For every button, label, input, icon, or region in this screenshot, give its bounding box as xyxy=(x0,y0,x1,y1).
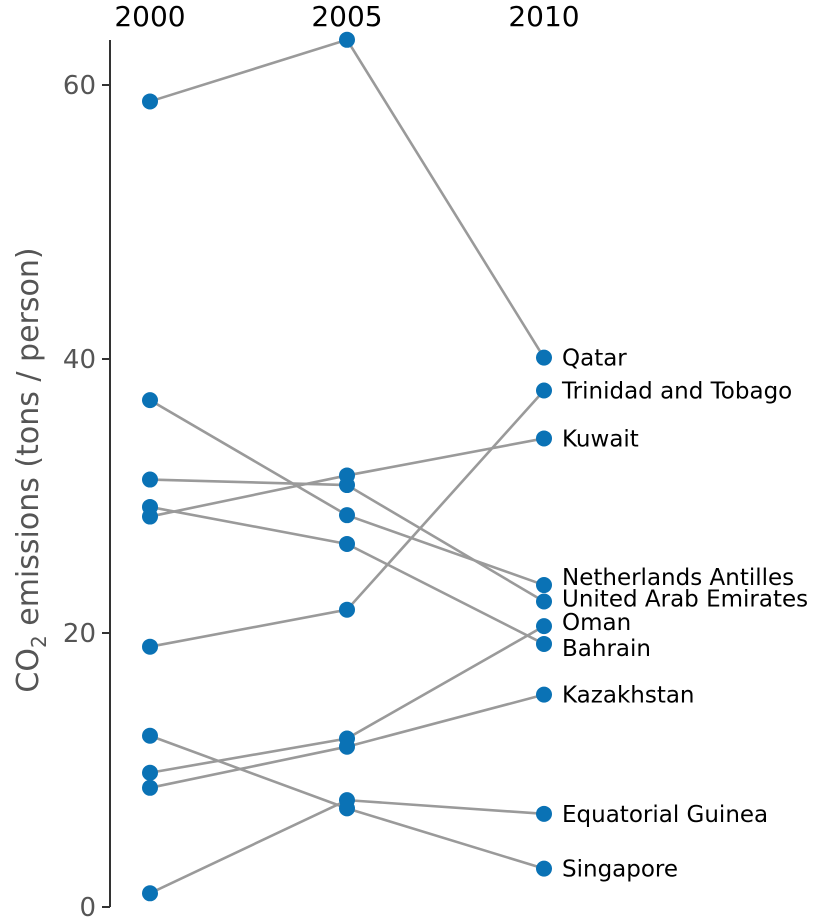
point-united-arab-emirates-2005 xyxy=(339,477,355,494)
point-kazakhstan-2005 xyxy=(339,738,355,755)
point-united-arab-emirates-2010 xyxy=(536,593,552,610)
point-oman-2010 xyxy=(536,618,552,635)
point-bahrain-2000 xyxy=(142,498,158,515)
label-singapore: Singapore xyxy=(562,857,678,883)
y-axis-label-subscript: 2 xyxy=(27,635,51,648)
label-equatorial-guinea: Equatorial Guinea xyxy=(562,802,768,828)
label-oman: Oman xyxy=(562,610,631,636)
point-netherlands-antilles-2000 xyxy=(142,392,158,409)
point-kuwait-2010 xyxy=(536,430,552,447)
y-tick-label: 40 xyxy=(63,345,96,375)
point-trinidad-and-tobago-2010 xyxy=(536,382,552,399)
y-axis-label-main: CO xyxy=(11,648,46,693)
country-labels: Qatar Trinidad and Tobago Kuwait Netherland… xyxy=(561,346,808,883)
point-singapore-2005 xyxy=(339,800,355,817)
point-bahrain-2005 xyxy=(339,535,355,552)
label-united-arab-emirates: United Arab Emirates xyxy=(562,586,808,612)
point-equatorial-guinea-2010 xyxy=(536,805,552,822)
y-axis-ticks: 0 20 40 60 xyxy=(63,71,110,920)
point-netherlands-antilles-2005 xyxy=(339,507,355,524)
y-tick-label: 0 xyxy=(79,893,96,920)
point-trinidad-and-tobago-2005 xyxy=(339,601,355,618)
connector-lines xyxy=(149,38,546,895)
point-singapore-2010 xyxy=(536,860,552,877)
point-qatar-2005 xyxy=(339,31,355,48)
label-trinidad-and-tobago: Trinidad and Tobago xyxy=(561,379,792,405)
point-netherlands-antilles-2010 xyxy=(536,577,552,594)
year-label-2000: 2000 xyxy=(114,0,185,33)
y-tick-label: 60 xyxy=(63,71,96,101)
label-qatar: Qatar xyxy=(562,346,627,372)
point-bahrain-2010 xyxy=(536,635,552,652)
label-kazakhstan: Kazakhstan xyxy=(562,683,695,709)
point-qatar-2000 xyxy=(142,93,158,110)
connector-bahrain xyxy=(149,505,545,646)
label-kuwait: Kuwait xyxy=(562,426,639,452)
point-kazakhstan-2010 xyxy=(536,686,552,703)
point-oman-2000 xyxy=(142,764,158,781)
point-united-arab-emirates-2000 xyxy=(142,471,158,488)
y-axis-label-rest: emissions (tons / person) xyxy=(11,247,46,635)
year-labels: 2000 2005 2010 xyxy=(114,0,579,33)
connector-qatar xyxy=(149,38,546,359)
point-singapore-2000 xyxy=(142,727,158,744)
y-axis-label: CO2 emissions (tons / person) xyxy=(11,247,51,692)
point-kazakhstan-2000 xyxy=(142,779,158,796)
point-qatar-2010 xyxy=(536,349,552,366)
point-trinidad-and-tobago-2000 xyxy=(142,638,158,655)
year-label-2010: 2010 xyxy=(508,0,579,33)
y-tick-label: 20 xyxy=(63,619,96,649)
point-equatorial-guinea-2000 xyxy=(142,885,158,902)
year-label-2005: 2005 xyxy=(311,0,382,33)
data-points xyxy=(142,31,552,902)
label-bahrain: Bahrain xyxy=(562,636,651,662)
label-netherlands-antilles: Netherlands Antilles xyxy=(562,565,794,591)
